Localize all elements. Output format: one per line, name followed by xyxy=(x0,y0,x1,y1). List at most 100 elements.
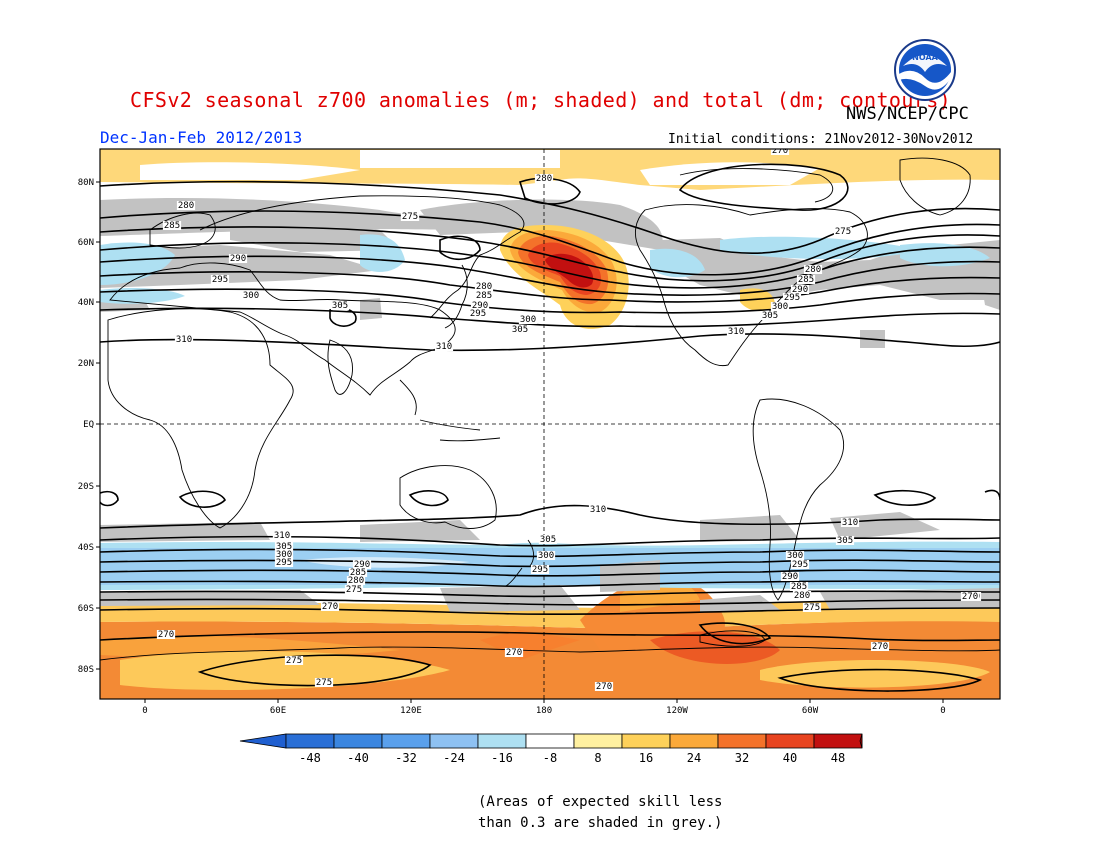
contour-label: 310 xyxy=(842,518,858,528)
colorbar-swatch xyxy=(573,733,623,749)
colorbar-tick-label: 16 xyxy=(639,751,653,765)
latitude-labels: 80N 60N 40N 20N EQ 20S 40S 60S 80S xyxy=(78,178,100,675)
contour-label: 285 xyxy=(798,275,814,285)
lon-label: 120W xyxy=(666,706,688,716)
colorbar-tick-label: -48 xyxy=(299,751,321,765)
contour-label-bg xyxy=(960,592,980,601)
contour-label-bg xyxy=(770,302,790,311)
contour-label: 295 xyxy=(212,275,228,285)
lon-label: 180 xyxy=(536,706,552,716)
contour-label-bg xyxy=(803,265,823,274)
contour-label-bg xyxy=(272,531,292,540)
colorbar-tick-label: 40 xyxy=(783,751,797,765)
contour-label-bg xyxy=(352,560,372,569)
contour-label: 295 xyxy=(784,293,800,303)
lon-label: 0 xyxy=(142,706,147,716)
contour-label-bg xyxy=(174,335,194,344)
contour-label-bg xyxy=(284,656,304,665)
longitude-labels: 0 60E 120E 180 120W 60W 0 xyxy=(142,699,946,716)
contour-label: 270 xyxy=(506,648,522,658)
contour-label: 310 xyxy=(176,335,192,345)
contour-label-bg xyxy=(840,518,860,527)
contour-label: 310 xyxy=(590,505,606,515)
colorbar-tick-label: -24 xyxy=(443,751,465,765)
contour-label: 275 xyxy=(804,603,820,613)
contour-label: 305 xyxy=(276,542,292,552)
colorbar-swatch xyxy=(717,733,767,749)
height-contours xyxy=(100,163,1000,692)
colorbar-tick-label: 32 xyxy=(735,751,749,765)
contour-label: 270 xyxy=(596,682,612,692)
colorbar-swatch xyxy=(669,733,719,749)
contour-label-bg xyxy=(176,201,196,210)
contour-label-bg xyxy=(594,682,614,691)
lon-label: 60E xyxy=(270,706,286,716)
contour-label-bg xyxy=(274,558,294,567)
contour-label-bg xyxy=(241,291,261,300)
contour-label: 275 xyxy=(346,585,362,595)
contour-label-bg xyxy=(474,282,494,291)
contour-label: 310 xyxy=(728,327,744,337)
contour-label: 305 xyxy=(512,325,528,335)
contour-label-bg xyxy=(760,311,780,320)
lat-label: EQ xyxy=(83,420,94,430)
contour-label: 305 xyxy=(837,536,853,546)
lat-label: 80S xyxy=(78,665,94,675)
contour-label: 285 xyxy=(164,221,180,231)
contour-label-bg xyxy=(228,254,248,263)
contour-label-bg xyxy=(400,212,420,221)
initial-conditions: Initial conditions: 21Nov2012-30Nov2012 xyxy=(668,132,974,147)
contour-label: 280 xyxy=(476,282,492,292)
colorbar-swatch xyxy=(285,733,335,749)
contour-label-bg xyxy=(588,505,608,514)
colorbar-tick-label: -8 xyxy=(543,751,557,765)
contour-label-bg xyxy=(344,585,364,594)
contour-label: 290 xyxy=(782,572,798,582)
contour-label-bg xyxy=(785,551,805,560)
contour-label-bg xyxy=(538,535,558,544)
contour-label-bg xyxy=(770,149,790,155)
colorbar-tick-label: -40 xyxy=(347,751,369,765)
contour-label: 270 xyxy=(772,146,788,156)
colorbar-swatch xyxy=(477,733,527,749)
contour-label: 280 xyxy=(348,576,364,586)
colorbar-tick-label: 48 xyxy=(831,751,845,765)
contour-label: 270 xyxy=(962,592,978,602)
colorbar-tick-label: -32 xyxy=(395,751,417,765)
contour-label: 285 xyxy=(350,568,366,578)
contour-label-bg xyxy=(833,227,853,236)
contour-label: 300 xyxy=(276,550,292,560)
contour-label: 295 xyxy=(276,558,292,568)
contour-label: 295 xyxy=(792,560,808,570)
lat-label: 60N xyxy=(78,238,94,248)
contour-label-bg xyxy=(274,542,294,551)
contour-label: 290 xyxy=(354,560,370,570)
contour-label: 300 xyxy=(520,315,536,325)
contour-label: 300 xyxy=(787,551,803,561)
lat-label: 40N xyxy=(78,298,94,308)
contour-label-bg xyxy=(530,565,550,574)
colorbar-tick-label: -16 xyxy=(491,751,513,765)
lon-label: 120E xyxy=(400,706,422,716)
contour-label-bg xyxy=(790,285,810,294)
contour-label-bg xyxy=(536,551,556,560)
contour-label-bg xyxy=(510,325,530,334)
colorbar-swatch xyxy=(813,733,863,749)
contour-label-bg xyxy=(210,275,230,284)
colorbar-low-arrow xyxy=(239,733,287,749)
contour-label-bg xyxy=(346,576,366,585)
contour-label: 305 xyxy=(540,535,556,545)
contour-label-bg xyxy=(792,591,812,600)
contour-label: 290 xyxy=(230,254,246,264)
contour-label-bg xyxy=(534,174,554,183)
colorbar-swatch xyxy=(429,733,479,749)
contour-label-bg xyxy=(162,221,182,230)
contour-label-bg xyxy=(726,327,746,336)
contour-label-bg xyxy=(796,275,816,284)
forecast-period: Dec-Jan-Feb 2012/2013 xyxy=(100,128,303,147)
contour-label-bg xyxy=(782,293,802,302)
contour-label-bg xyxy=(802,603,822,612)
noaa-logo: NOAA xyxy=(894,39,956,101)
lat-label: 80N xyxy=(78,178,94,188)
